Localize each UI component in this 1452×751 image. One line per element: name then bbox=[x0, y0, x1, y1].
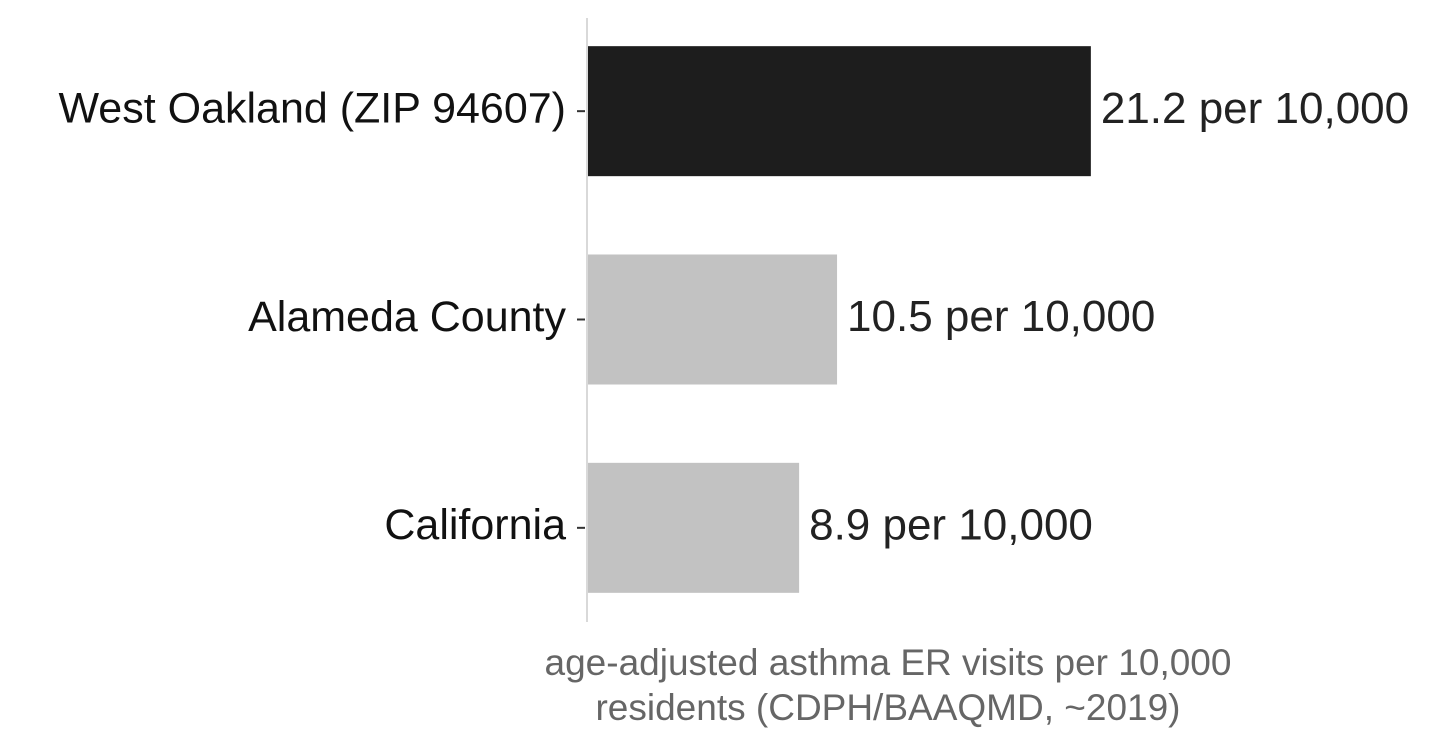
value-label: 10.5 per 10,000 bbox=[847, 292, 1155, 341]
x-axis-label: residents (CDPH/BAAQMD, ~2019) bbox=[595, 687, 1180, 728]
bar bbox=[588, 254, 838, 385]
y-tick-label: Alameda County bbox=[248, 293, 566, 341]
y-tick-label: California bbox=[384, 501, 566, 549]
x-axis-label: age-adjusted asthma ER visits per 10,000 bbox=[545, 642, 1232, 683]
value-label: 8.9 per 10,000 bbox=[809, 500, 1093, 549]
value-label: 21.2 per 10,000 bbox=[1101, 84, 1409, 133]
bar bbox=[588, 462, 800, 593]
bar bbox=[588, 46, 1091, 177]
y-tick-label: West Oakland (ZIP 94607) bbox=[59, 85, 567, 133]
